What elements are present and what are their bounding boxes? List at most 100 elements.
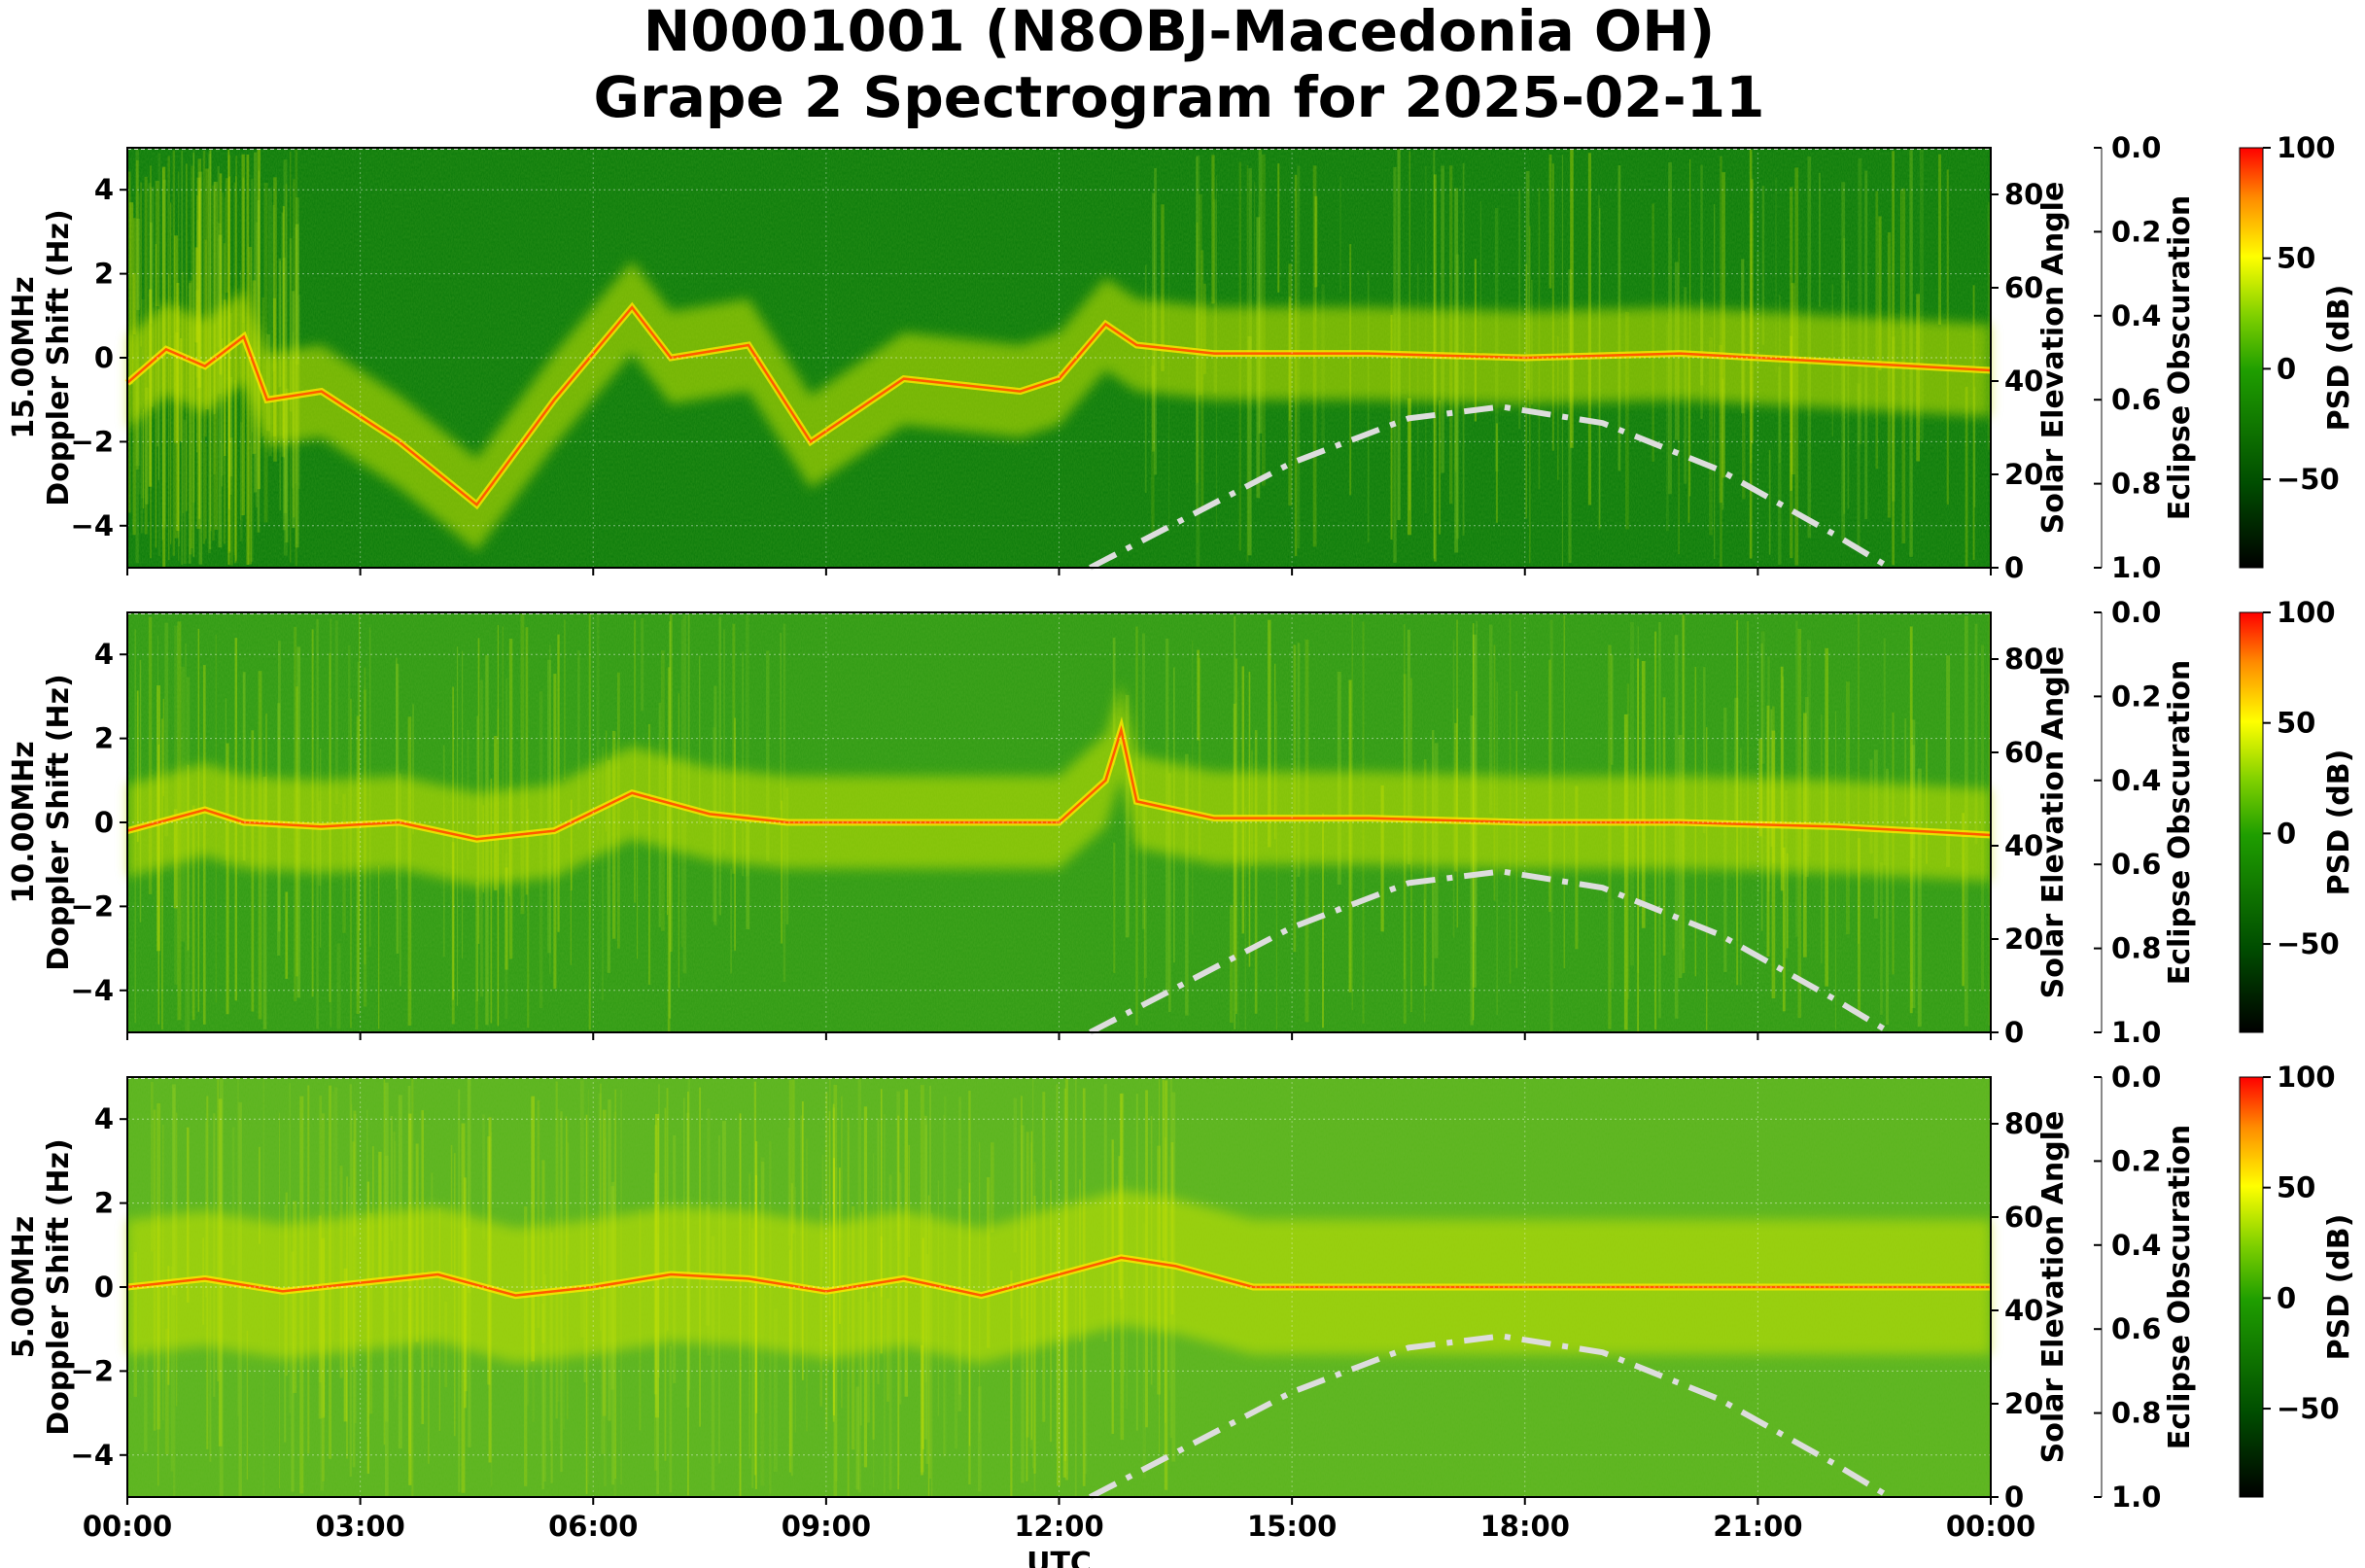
colorbar-tick-label: −50 [2277,1392,2340,1425]
elevation-tick-label: 40 [2004,829,2043,862]
streak [352,1289,356,1468]
streak [217,223,222,394]
streak [1254,181,1256,297]
streak [133,218,136,334]
streak [1880,861,1883,1016]
streak [359,613,361,931]
streak [687,614,690,810]
streak [896,1091,901,1241]
streak [832,1107,835,1291]
streak [1489,624,1493,815]
streak [229,437,233,566]
streak [281,212,284,457]
streak [1705,727,1708,1030]
ytick-label: −4 [71,974,114,1007]
streak [1322,813,1324,1028]
streak [205,168,210,410]
streak [1883,638,1886,866]
streak [1885,768,1889,1026]
eclipse-tick-label: 0.6 [2111,1312,2161,1345]
streak [215,182,217,356]
streak [1548,154,1552,289]
streak [1962,813,1965,987]
streak [213,182,216,415]
streak [283,396,288,556]
streak [602,746,604,1001]
colorbar-tick-label: 50 [2277,707,2315,740]
streak [1700,164,1703,419]
streak [1709,337,1713,536]
streak [525,627,529,895]
eclipse-tick-label: 1.0 [2111,551,2161,584]
colorbar-tick-label: 100 [2277,1061,2336,1094]
streak [1612,898,1614,989]
streak [504,853,508,1020]
streak [601,1297,606,1454]
colorbar-tick-label: 50 [2277,1171,2315,1204]
streak [1556,336,1559,480]
figure-title-line-2: Grape 2 Spectrogram for 2025-02-11 [594,64,1765,130]
streak [268,188,272,457]
streak [1161,204,1165,371]
streak [227,306,229,488]
streak [1611,654,1614,765]
streak [1972,285,1975,561]
streak [886,1298,889,1402]
streak [1904,717,1907,818]
streak [721,1120,726,1276]
streak [334,1087,338,1211]
streak [221,338,224,487]
streak [1518,189,1521,429]
streak [189,280,192,555]
streak [140,182,143,347]
streak [1761,186,1765,345]
streak [209,1274,212,1462]
streak [1479,201,1481,352]
streak [1275,701,1277,1030]
ytick-label: 2 [94,722,114,755]
elevation-tick-label: 20 [2004,1387,2043,1420]
streak [1722,378,1724,510]
streak [396,657,398,890]
colorbar [2239,1076,2264,1498]
ytick-label: 4 [94,638,114,671]
streak [505,678,508,893]
streak [1339,176,1341,293]
eclipse-tick-label: 0.0 [2111,1061,2161,1094]
xtick-label: 21:00 [1713,1510,1802,1543]
streak [570,800,572,965]
streak [930,1212,933,1497]
colorbar-label: PSD (dB) [2322,749,2356,896]
streak [1125,694,1130,938]
streak [1917,768,1922,1028]
streak [1878,216,1882,371]
streak [1760,631,1765,764]
eclipse-tick-label: 0.4 [2111,299,2161,332]
eclipse-tick-label: 1.0 [2111,1481,2161,1514]
streak [282,205,285,439]
streak [1083,1299,1088,1475]
streak [598,1093,602,1266]
streak [977,1386,982,1492]
ytick-label: 0 [94,1271,114,1304]
panel-5.00MHz: 420−2−45.00MHzDoppler Shift (Hz)02040608… [7,1061,2356,1568]
solar-elevation-curve [1089,403,1892,571]
y-axis-label: 10.00MHzDoppler Shift (Hz) [7,674,76,970]
streak [990,1142,994,1233]
streak [504,867,508,970]
streak [1199,193,1202,396]
colorbar-tick-label: 0 [2277,352,2296,385]
streak [451,842,455,1025]
streak [1734,697,1739,820]
streak [607,759,610,973]
colorbar-label: PSD (dB) [2322,285,2356,432]
streak [746,614,749,877]
streak [1438,400,1442,535]
streak [821,1154,824,1268]
streak [278,258,282,388]
elevation-tick-label: 0 [2004,1016,2024,1049]
solar-elevation-curve [1089,1333,1892,1500]
streak [683,1098,685,1231]
streak [145,387,149,505]
streak [1297,643,1301,877]
